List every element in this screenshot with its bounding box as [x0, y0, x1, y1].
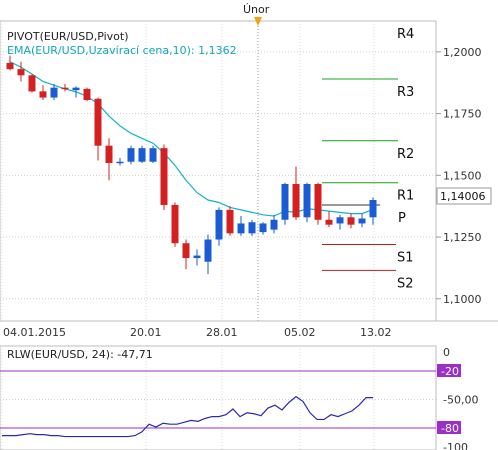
pivot-label-s1: S1 — [397, 250, 414, 265]
candle-body — [336, 217, 344, 224]
pivot-label-r2: R2 — [397, 147, 414, 162]
indicator-level-tag — [437, 364, 461, 377]
pivot-levels: R4 R3 R2 R1 P S1 S2 — [322, 27, 414, 291]
candles — [6, 55, 377, 275]
price-label: 1,1750 — [443, 108, 482, 121]
candle-body — [314, 183, 322, 220]
candle-body — [270, 219, 278, 230]
candle-body — [105, 145, 113, 163]
candle-body — [50, 87, 58, 98]
candle-body — [292, 183, 300, 218]
candle-body — [138, 148, 146, 162]
indicator-axis-label: 0 — [443, 346, 450, 359]
pivot-label-r4: R4 — [397, 27, 414, 42]
candle-body — [17, 69, 25, 76]
candle-body — [281, 183, 289, 220]
indicator-axis-label: -80 — [441, 422, 459, 435]
indicator-title: RLW(EUR/USD, 24): -47,71 — [7, 348, 153, 361]
date-axis[interactable]: 04.01.2015 20.01 28.01 05.02 13.02 — [3, 326, 392, 339]
candle-body — [347, 217, 355, 225]
candle-body — [193, 255, 201, 259]
candle-body — [72, 87, 80, 91]
candle-body — [39, 91, 47, 98]
price-label: 1,2000 — [443, 46, 482, 59]
candle-body — [215, 209, 223, 240]
chart-title: PIVOT(EUR/USD,Pivot) — [7, 30, 129, 43]
candle-body — [259, 223, 267, 233]
main-grid — [0, 21, 436, 321]
candle-body — [94, 98, 102, 146]
rlw-line — [2, 395, 373, 438]
date-label: 04.01.2015 — [3, 326, 66, 339]
candle-body — [237, 223, 245, 234]
indicator-level-tag — [437, 421, 461, 434]
candle-body — [182, 243, 190, 259]
main-pane[interactable] — [0, 20, 437, 322]
month-marker-icon[interactable] — [254, 17, 262, 26]
candle-body — [171, 204, 179, 244]
indicator-pane[interactable] — [0, 345, 437, 450]
current-price: 1,14006 — [440, 190, 486, 203]
current-price-box — [436, 187, 492, 205]
date-label: 28.01 — [206, 326, 238, 339]
price-axis[interactable]: 1,2000 1,1750 1,1500 1,1250 1,1000 — [436, 46, 482, 306]
candle-body — [127, 148, 135, 162]
candle-body — [149, 148, 157, 162]
candle-body — [61, 87, 69, 90]
date-label: 05.02 — [284, 326, 316, 339]
candle-body — [160, 148, 168, 205]
indicator-axis-label: -100 — [443, 441, 468, 450]
candle-body — [116, 161, 124, 164]
ema-legend: EMA(EUR/USD,Uzavírací cena,10): 1,1362 — [7, 44, 237, 57]
indicator-levels — [0, 370, 436, 429]
date-label: 13.02 — [360, 326, 392, 339]
price-label: 1,1000 — [443, 293, 482, 306]
candle-body — [226, 209, 234, 234]
indicator-axis-label: -50,00 — [443, 394, 478, 407]
candle-body — [83, 88, 91, 101]
candle-body — [358, 218, 366, 224]
month-label: Únor — [243, 3, 270, 16]
candle-body — [303, 183, 311, 218]
pivot-label-p: P — [398, 211, 406, 226]
pivot-label-r1: R1 — [397, 189, 414, 204]
indicator-axis-label: -20 — [441, 365, 459, 378]
candle-body — [204, 239, 212, 262]
indicator-grid — [0, 346, 436, 450]
date-label: 20.01 — [130, 326, 162, 339]
candle-body — [248, 222, 256, 234]
price-label: 1,1250 — [443, 231, 482, 244]
candle-body — [369, 200, 377, 218]
ema-line — [9, 61, 374, 217]
pivot-label-s2: S2 — [397, 276, 414, 291]
candle-body — [6, 62, 14, 70]
candle-body — [28, 75, 36, 92]
candle-body — [325, 219, 333, 225]
pivot-label-r3: R3 — [397, 85, 414, 100]
indicator-axis[interactable]: 0 -20 -50,00 -80 -100 — [437, 346, 478, 450]
price-label: 1,1500 — [443, 169, 482, 182]
